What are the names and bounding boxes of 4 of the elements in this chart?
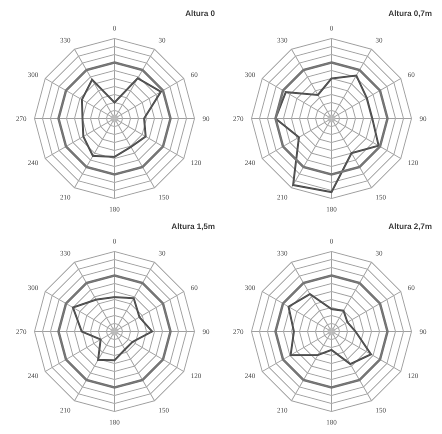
chart-title: Altura 2,7m <box>387 221 433 233</box>
chart-title: Altura 0 <box>184 8 216 20</box>
chart-title: Altura 1,5m <box>170 221 216 233</box>
chart-title: Altura 0,7m <box>387 8 433 20</box>
